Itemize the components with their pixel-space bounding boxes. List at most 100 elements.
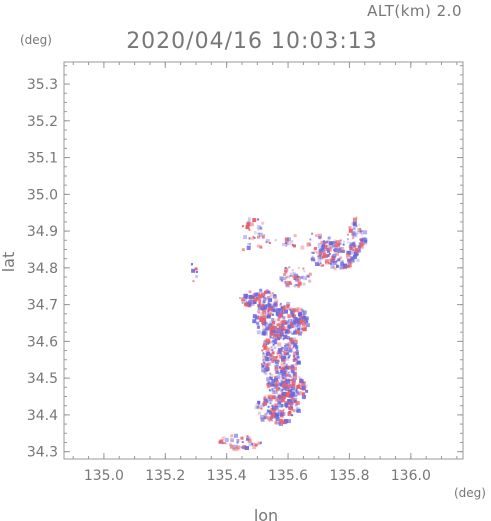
data-cell xyxy=(290,386,295,391)
data-cell xyxy=(284,365,289,370)
data-cell xyxy=(293,375,298,380)
data-cell xyxy=(314,234,318,238)
data-cell xyxy=(291,240,294,242)
data-cell xyxy=(271,351,275,355)
data-cell xyxy=(301,386,306,391)
data-cell xyxy=(349,247,353,251)
data-cell xyxy=(341,250,345,253)
data-cell xyxy=(257,244,261,248)
data-cell xyxy=(284,388,287,391)
data-cell xyxy=(333,267,337,271)
data-cell xyxy=(286,237,291,242)
data-cell xyxy=(291,364,295,368)
data-cell xyxy=(266,290,270,294)
data-cell xyxy=(259,245,263,249)
data-cell xyxy=(348,228,353,233)
data-cell xyxy=(280,379,283,382)
data-cell xyxy=(278,372,282,376)
data-cell xyxy=(256,326,260,329)
data-cell xyxy=(251,302,255,306)
data-cell xyxy=(273,301,278,306)
data-cell xyxy=(285,356,289,361)
data-cell xyxy=(271,405,274,407)
data-cell xyxy=(267,353,271,356)
data-cell xyxy=(294,324,298,328)
data-cell xyxy=(271,312,274,315)
data-cell xyxy=(270,346,273,349)
data-cell xyxy=(292,354,296,358)
data-cell xyxy=(299,377,303,381)
data-cell xyxy=(278,394,283,399)
data-cell xyxy=(353,258,356,261)
data-cell xyxy=(284,391,288,395)
data-cell xyxy=(279,326,282,329)
data-cell xyxy=(289,338,294,343)
data-cell xyxy=(262,315,267,320)
data-cell xyxy=(285,245,288,247)
data-cell xyxy=(298,391,303,396)
data-cell xyxy=(360,241,365,246)
data-cell xyxy=(335,264,339,268)
data-cell xyxy=(280,380,285,385)
data-cell xyxy=(276,353,280,356)
data-cell xyxy=(358,242,361,245)
data-cell xyxy=(271,419,274,422)
data-cell xyxy=(284,309,288,314)
data-cell xyxy=(277,359,280,363)
data-cell xyxy=(287,315,291,319)
data-cell xyxy=(271,318,275,321)
data-cell xyxy=(274,416,278,420)
data-cell xyxy=(267,301,270,304)
data-cell xyxy=(292,409,296,413)
plot-area-frame xyxy=(63,61,464,460)
data-cell xyxy=(269,333,273,337)
data-cell xyxy=(195,271,198,273)
data-cell xyxy=(358,249,361,252)
data-cell xyxy=(330,244,333,247)
data-cell xyxy=(267,383,272,388)
data-cell xyxy=(248,242,251,245)
data-cell xyxy=(294,401,297,404)
data-cell xyxy=(292,346,295,349)
data-cell xyxy=(269,354,274,359)
data-cell xyxy=(304,277,307,280)
data-cell xyxy=(271,358,274,361)
data-cell xyxy=(350,222,354,226)
data-cell xyxy=(266,351,271,356)
data-cell xyxy=(229,444,234,449)
data-cell xyxy=(291,391,295,395)
data-cell xyxy=(333,249,336,252)
data-cell xyxy=(271,395,276,400)
data-cell xyxy=(274,405,279,410)
data-cell xyxy=(265,362,270,367)
data-cell xyxy=(264,291,267,294)
data-cell xyxy=(293,397,298,402)
data-cell xyxy=(346,253,351,258)
data-cell xyxy=(302,310,307,315)
data-cell xyxy=(271,407,274,410)
data-cell xyxy=(272,333,276,337)
data-cell xyxy=(293,351,297,355)
data-cell xyxy=(311,255,314,258)
data-cell xyxy=(248,290,252,294)
data-cell xyxy=(320,246,325,250)
data-cell xyxy=(263,401,268,406)
data-cell xyxy=(272,343,275,346)
data-cell xyxy=(357,245,362,250)
data-cell xyxy=(261,349,264,352)
chart-title: 2020/04/16 10:03:13 xyxy=(126,29,378,54)
data-cell xyxy=(352,246,357,251)
data-cell xyxy=(298,383,300,386)
data-cell xyxy=(276,333,280,337)
data-cell xyxy=(342,240,345,243)
data-cell xyxy=(263,353,266,356)
data-cell xyxy=(284,328,286,331)
data-cell xyxy=(291,308,296,313)
data-cell xyxy=(252,445,257,450)
data-cell xyxy=(331,241,335,244)
data-cell xyxy=(359,230,362,233)
data-cell xyxy=(291,342,295,346)
data-cell xyxy=(322,240,325,243)
data-cell xyxy=(354,251,357,254)
data-cell xyxy=(299,387,302,390)
